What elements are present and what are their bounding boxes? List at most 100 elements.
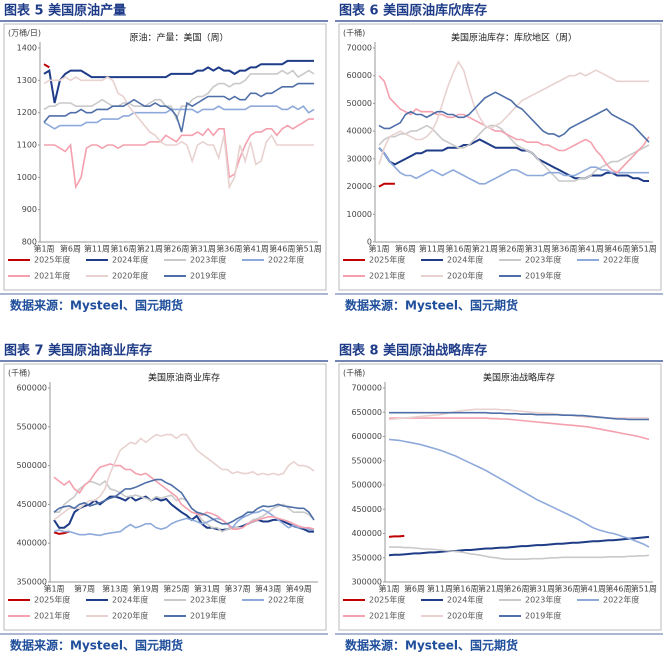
chart-frame [338,23,662,291]
x-tick-label: 第26周 [163,244,189,254]
series-line [53,433,315,521]
x-tick-label: 第6周 [404,584,425,594]
x-tick-label: 第31周 [194,584,220,594]
x-tick-label: 第1周 [378,584,399,594]
x-tick-label: 第41周 [578,244,604,254]
series-line [43,82,314,133]
series-line [43,76,314,190]
x-tick-label: 第1周 [43,584,64,594]
legend-label: 2022年度 [603,255,639,265]
x-tick-label: 第36周 [554,584,580,594]
chart-title: 图表 8 美国原油战略库存 [339,343,487,359]
chart-frame [338,363,662,631]
y-tick-label: 70000 [347,44,372,53]
y-tick-label: 450000 [16,500,47,509]
legend-label: 2023年度 [525,255,561,265]
x-tick-label: 第16周 [452,584,478,594]
x-tick-label: 第51周 [631,584,657,594]
x-tick-label: 第21周 [137,244,163,254]
y-tick-label: 40000 [347,127,372,136]
legend-label: 2024年度 [112,255,148,265]
legend-label: 2022年度 [603,595,639,605]
series-line [388,535,650,557]
x-tick-label: 第26周 [503,584,529,594]
source-note: 数据来源：Mysteel、国元期货 [10,638,183,653]
y-tick-label: 10000 [347,210,372,219]
y-tick-label: 400000 [16,539,47,548]
legend-label: 2021年度 [34,271,70,281]
y-tick-label: 400000 [351,529,382,538]
series-line [43,69,315,122]
series-line [44,118,314,190]
series-line [389,417,650,441]
chart-title: 图表 5 美国原油产量 [4,3,126,19]
y-tick-label: 1300 [17,76,37,85]
x-tick-label: 第46周 [605,584,631,594]
y-tick-label: 500000 [16,461,47,470]
x-tick-label: 第7周 [74,584,95,594]
y-tick-label: 600000 [351,432,382,441]
chart-subtitle: 美国原油商业库存 [148,372,220,384]
chart-title: 图表 7 美国原油商业库存 [4,343,152,359]
y-tick-label: 300000 [351,578,382,587]
legend-label: 2021年度 [369,271,405,281]
y-tick-label: 350000 [16,578,47,587]
chart-subtitle: 原油：产量：美国（周） [129,32,228,44]
series-line [378,182,395,188]
legend-label: 2023年度 [190,255,226,265]
chart-subtitle: 美国原油库存：库欣地区（周） [451,32,577,44]
y-tick-label: 1000 [17,173,37,182]
x-tick-label: 第11周 [84,244,110,254]
x-tick-label: 第26周 [498,244,524,254]
chart-frame [3,23,327,291]
x-tick-label: 第16周 [110,244,136,254]
legend-label: 2020年度 [112,271,148,281]
x-tick-label: 第36周 [551,244,577,254]
series-line [378,91,650,143]
series-line [388,534,405,538]
series-line [53,478,315,525]
series-line [388,438,650,548]
chart-title: 图表 6 美国原油库欣库存 [339,3,487,19]
legend-label: 2020年度 [447,271,483,281]
series-line [53,508,315,537]
series-line [389,546,650,560]
y-tick-label: 1400 [17,44,37,53]
legend-label: 2019年度 [525,611,561,621]
x-tick-label: 第19周 [133,584,159,594]
legend-label: 2019年度 [190,271,226,281]
x-tick-label: 第51周 [296,244,322,254]
source-note: 数据来源：Mysteel、国元期货 [345,638,518,653]
legend-label: 2023年度 [190,595,226,605]
x-tick-label: 第16周 [445,244,471,254]
legend-label: 2024年度 [112,595,148,605]
x-tick-label: 第37周 [224,584,250,594]
series-line [378,75,650,174]
legend-label: 2024年度 [447,255,483,265]
y-tick-label: 60000 [347,71,372,80]
x-tick-label: 第21周 [472,244,498,254]
x-tick-label: 第31周 [190,244,216,254]
legend-label: 2020年度 [112,611,148,621]
legend-label: 2025年度 [34,595,70,605]
series-line [43,63,50,69]
x-tick-label: 第49周 [286,584,312,594]
series-line [53,495,314,533]
x-tick-label: 第31周 [529,584,555,594]
x-tick-label: 第1周 [368,244,389,254]
y-tick-label: 800 [22,238,37,247]
legend-label: 2025年度 [34,255,70,265]
series-line [53,463,315,530]
y-tick-label: 20000 [347,182,372,191]
series-line [389,411,649,421]
y-axis-label: (千桶) [8,368,30,378]
x-tick-label: 第51周 [631,244,657,254]
legend-label: 2022年度 [268,595,304,605]
y-tick-label: 1200 [17,108,37,117]
series-line [43,105,315,130]
legend-label: 2019年度 [525,271,561,281]
source-note: 数据来源：Mysteel、国元期货 [345,298,518,313]
source-note: 数据来源：Mysteel、国元期货 [10,298,183,313]
x-tick-label: 第6周 [60,244,81,254]
